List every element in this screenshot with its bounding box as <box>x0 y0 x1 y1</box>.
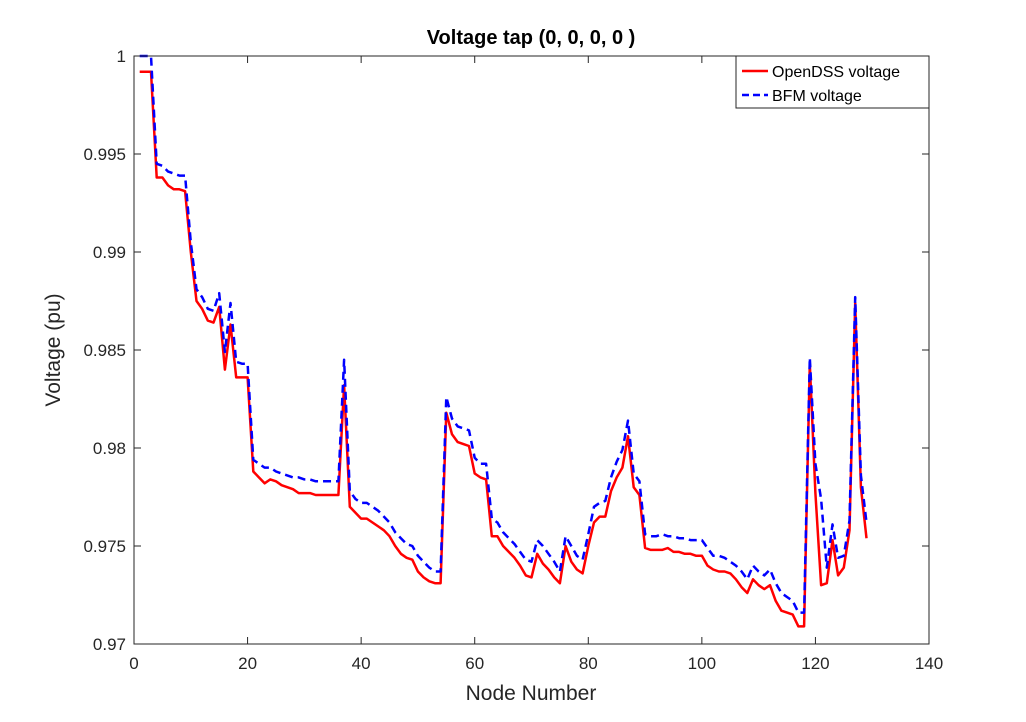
legend-label-bfm: BFM voltage <box>772 88 862 105</box>
x-axis-label: Node Number <box>466 682 597 705</box>
x-tick-label: 80 <box>579 654 598 673</box>
x-tick-label: 0 <box>129 654 138 673</box>
y-tick-label: 0.99 <box>93 243 126 262</box>
series-line-opendss <box>139 70 868 628</box>
chart-title: Voltage tap (0, 0, 0, 0 ) <box>427 27 636 49</box>
plot-area <box>134 56 929 644</box>
x-tick-label: 140 <box>915 654 943 673</box>
x-axis-ticks: 0 20 40 60 80 100 120 140 <box>129 56 943 673</box>
series-layer <box>139 54 868 628</box>
x-tick-label: 120 <box>801 654 829 673</box>
x-tick-label: 100 <box>688 654 716 673</box>
y-axis-ticks: 0.97 0.975 0.98 0.985 0.99 0.995 1 <box>83 47 929 654</box>
series-line-bfm <box>139 54 868 614</box>
y-tick-label: 0.97 <box>93 635 126 654</box>
legend-label-opendss: OpenDSS voltage <box>772 64 900 81</box>
y-tick-label: 0.995 <box>83 145 126 164</box>
y-tick-label: 1 <box>117 47 126 66</box>
y-tick-label: 0.975 <box>83 537 126 556</box>
x-tick-label: 40 <box>352 654 371 673</box>
y-tick-label: 0.98 <box>93 439 126 458</box>
legend: OpenDSS voltage BFM voltage <box>735 55 930 109</box>
y-tick-label: 0.985 <box>83 341 126 360</box>
x-tick-label: 20 <box>238 654 257 673</box>
legend-box <box>735 55 930 109</box>
y-axis-label: Voltage (pu) <box>42 293 65 406</box>
x-tick-label: 60 <box>465 654 484 673</box>
